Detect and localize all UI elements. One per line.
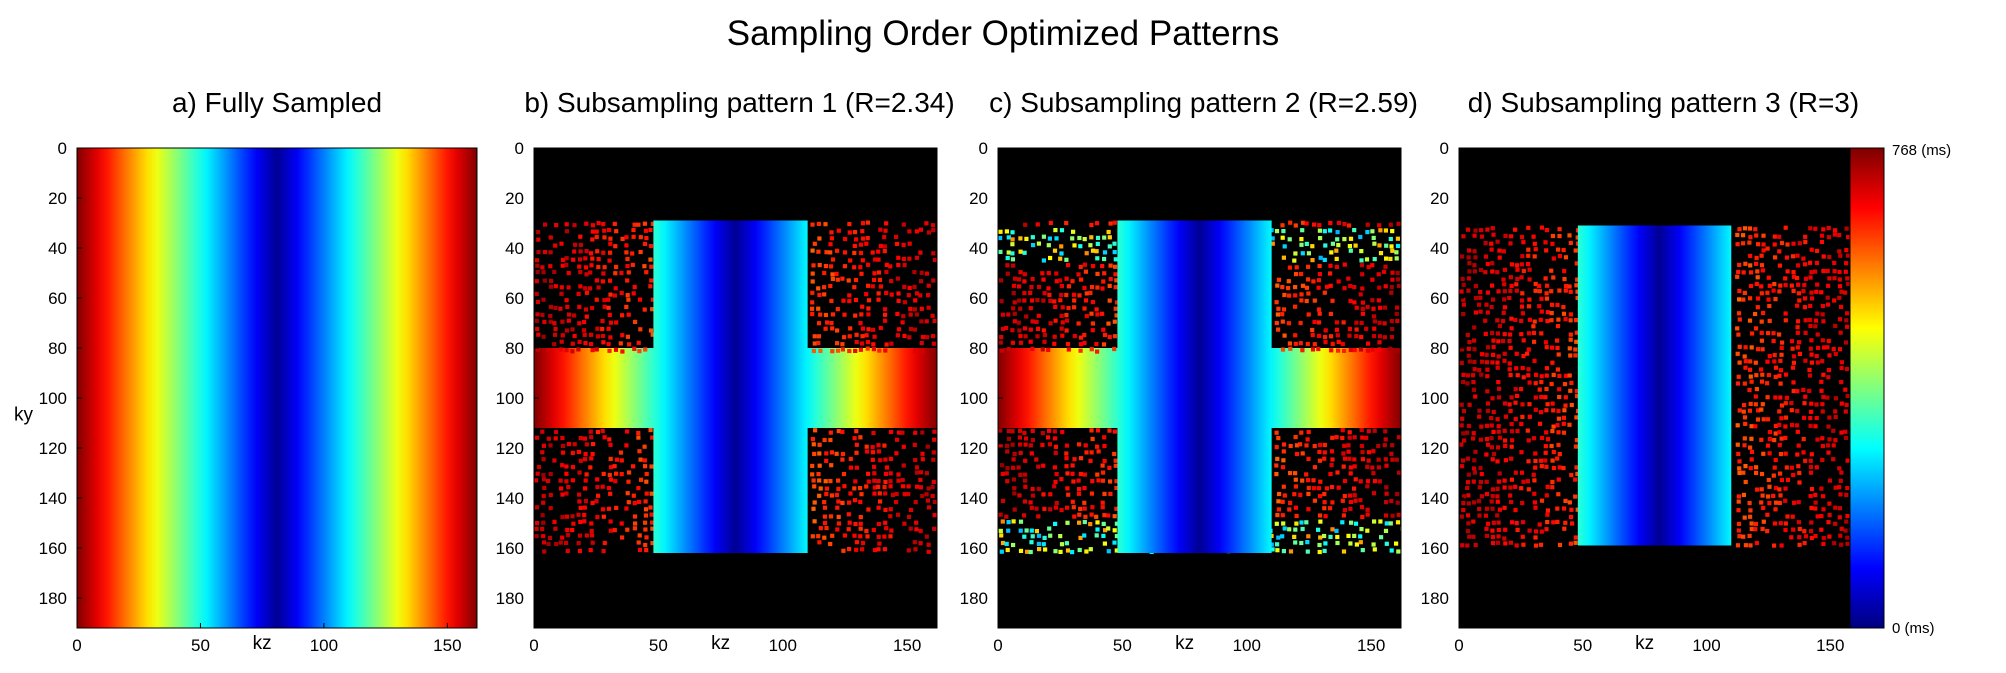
heatmap-body	[998, 220, 1401, 555]
y-tick-label: 120	[1421, 439, 1449, 458]
y-tick-label: 100	[1421, 389, 1449, 408]
x-tick-label: 0	[72, 636, 81, 655]
y-tick-label: 60	[505, 289, 524, 308]
full-band-0	[998, 348, 1401, 428]
x-axis-label: kz	[1635, 633, 1654, 654]
y-tick-label: 160	[496, 539, 524, 558]
y-tick-label: 0	[1440, 139, 1449, 158]
x-tick-label: 50	[191, 636, 210, 655]
panel-c: c) Subsampling pattern 2 (R=2.59) 0 20 40 60…	[960, 87, 1418, 655]
panel-b: b) Subsampling pattern 1 (R=2.34) 0 20 40 60…	[496, 87, 955, 655]
y-tick-label: 120	[39, 439, 67, 458]
x-tick-label: 50	[649, 636, 668, 655]
dense-center-strip	[1117, 220, 1272, 348]
y-tick-label: 160	[1421, 539, 1449, 558]
dense-center-strip	[653, 220, 808, 348]
x-tick-label: 0	[993, 636, 1002, 655]
axes-frame	[533, 147, 938, 629]
y-tick-label: 0	[58, 139, 67, 158]
y-tick-label: 180	[39, 589, 67, 608]
y-tick-label: 100	[960, 389, 988, 408]
colorbar-min-label: 0 (ms)	[1892, 620, 1935, 637]
panels: a) Fully Sampled 0 20 40 60 80 100 120 140 160 180…	[14, 87, 1861, 655]
y-tick-label: 80	[1430, 339, 1449, 358]
x-tick-label: 100	[769, 636, 797, 655]
y-tick-label: 60	[969, 289, 988, 308]
x-tick-label: 150	[433, 636, 461, 655]
y-tick-label: 80	[969, 339, 988, 358]
x-tick-label: 0	[529, 636, 538, 655]
y-tick-label: 120	[960, 439, 988, 458]
x-tick-label: 100	[1692, 636, 1720, 655]
figure-title: Sampling Order Optimized Patterns	[727, 14, 1279, 53]
y-tick-label: 140	[496, 489, 524, 508]
y-tick-label: 20	[969, 189, 988, 208]
y-tick-label: 140	[1421, 489, 1449, 508]
y-tick-label: 180	[1421, 589, 1449, 608]
x-tick-label: 150	[1357, 636, 1385, 655]
x-tick-label: 50	[1573, 636, 1592, 655]
y-tick-label: 140	[960, 489, 988, 508]
y-tick-label: 20	[505, 189, 524, 208]
panel-title: c) Subsampling pattern 2 (R=2.59)	[989, 87, 1418, 118]
x-tick-label: 0	[1454, 636, 1463, 655]
full-band-0	[77, 148, 477, 628]
y-tick-label: 20	[48, 189, 67, 208]
x-axis-label: kz	[1175, 633, 1194, 654]
x-tick-label: 50	[1113, 636, 1132, 655]
x-tick-label: 100	[310, 636, 338, 655]
sample-scatter	[1459, 225, 1860, 548]
y-tick-label: 20	[1430, 189, 1449, 208]
x-tick-label: 150	[893, 636, 921, 655]
y-axis-label: ky	[14, 405, 34, 426]
dense-center-strip	[1117, 428, 1272, 553]
y-tick-label: 160	[39, 539, 67, 558]
y-tick-label: 80	[505, 339, 524, 358]
heatmap-body	[1459, 225, 1860, 548]
colorbar-gradient	[1849, 147, 1885, 629]
x-tick-label: 150	[1816, 636, 1844, 655]
y-tick-label: 40	[1430, 239, 1449, 258]
y-tick-label: 180	[960, 589, 988, 608]
colorbar-max-label: 768 (ms)	[1892, 142, 1951, 159]
y-tick-label: 180	[496, 589, 524, 608]
panel-title: d) Subsampling pattern 3 (R=3)	[1468, 87, 1859, 118]
y-tick-label: 100	[496, 389, 524, 408]
y-tick-label: 40	[969, 239, 988, 258]
y-tick-label: 0	[515, 139, 524, 158]
y-tick-label: 160	[960, 539, 988, 558]
dense-center-strip	[653, 428, 808, 553]
x-axis-label: kz	[711, 633, 730, 654]
sample-scatter	[534, 220, 937, 354]
panel-title: a) Fully Sampled	[172, 87, 382, 118]
y-tick-label: 100	[39, 389, 67, 408]
full-band-0	[534, 348, 937, 428]
y-tick-label: 120	[496, 439, 524, 458]
x-axis-label: kz	[253, 633, 272, 654]
panel-title: b) Subsampling pattern 1 (R=2.34)	[524, 87, 954, 118]
y-tick-label: 40	[505, 239, 524, 258]
y-tick-label: 80	[48, 339, 67, 358]
axes-frame	[997, 147, 1402, 629]
x-tick-label: 100	[1233, 636, 1261, 655]
y-tick-label: 60	[48, 289, 67, 308]
axes-frame	[76, 147, 478, 629]
sample-scatter	[534, 428, 937, 554]
y-tick-label: 0	[979, 139, 988, 158]
dense-center-strip	[1577, 225, 1732, 546]
y-tick-label: 140	[39, 489, 67, 508]
y-tick-label: 60	[1430, 289, 1449, 308]
heatmap-body	[77, 148, 477, 628]
panel-a: a) Fully Sampled 0 20 40 60 80 100 120 140 160 180…	[14, 87, 478, 655]
panel-d: d) Subsampling pattern 3 (R=3) 0 20 40 60 80 1…	[1421, 87, 1861, 655]
heatmap-body	[534, 220, 937, 554]
colorbar: 768 (ms) 0 (ms)	[1849, 142, 1951, 637]
y-tick-label: 40	[48, 239, 67, 258]
